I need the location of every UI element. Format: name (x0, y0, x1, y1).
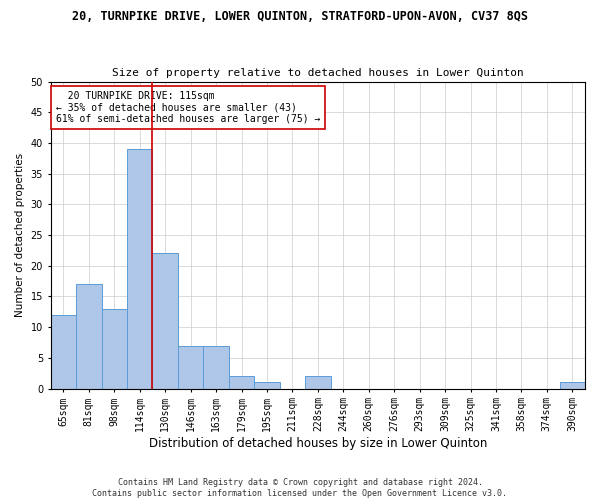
Bar (203, 346, 229, 389)
Bar (178, 346, 203, 389)
Bar (305, 376, 331, 388)
Bar (101, 308, 127, 388)
Text: Contains HM Land Registry data © Crown copyright and database right 2024.
Contai: Contains HM Land Registry data © Crown c… (92, 478, 508, 498)
Bar (50, 315, 76, 388)
Y-axis label: Number of detached properties: Number of detached properties (15, 153, 25, 317)
Bar (254, 382, 280, 388)
Bar (229, 376, 254, 388)
Bar (76, 284, 101, 389)
Text: 20, TURNPIKE DRIVE, LOWER QUINTON, STRATFORD-UPON-AVON, CV37 8QS: 20, TURNPIKE DRIVE, LOWER QUINTON, STRAT… (72, 10, 528, 23)
Bar (152, 254, 178, 388)
X-axis label: Distribution of detached houses by size in Lower Quinton: Distribution of detached houses by size … (149, 437, 487, 450)
Bar (127, 149, 152, 388)
Title: Size of property relative to detached houses in Lower Quinton: Size of property relative to detached ho… (112, 68, 524, 78)
Bar (560, 382, 585, 388)
Text: 20 TURNPIKE DRIVE: 115sqm
← 35% of detached houses are smaller (43)
61% of semi-: 20 TURNPIKE DRIVE: 115sqm ← 35% of detac… (56, 91, 320, 124)
